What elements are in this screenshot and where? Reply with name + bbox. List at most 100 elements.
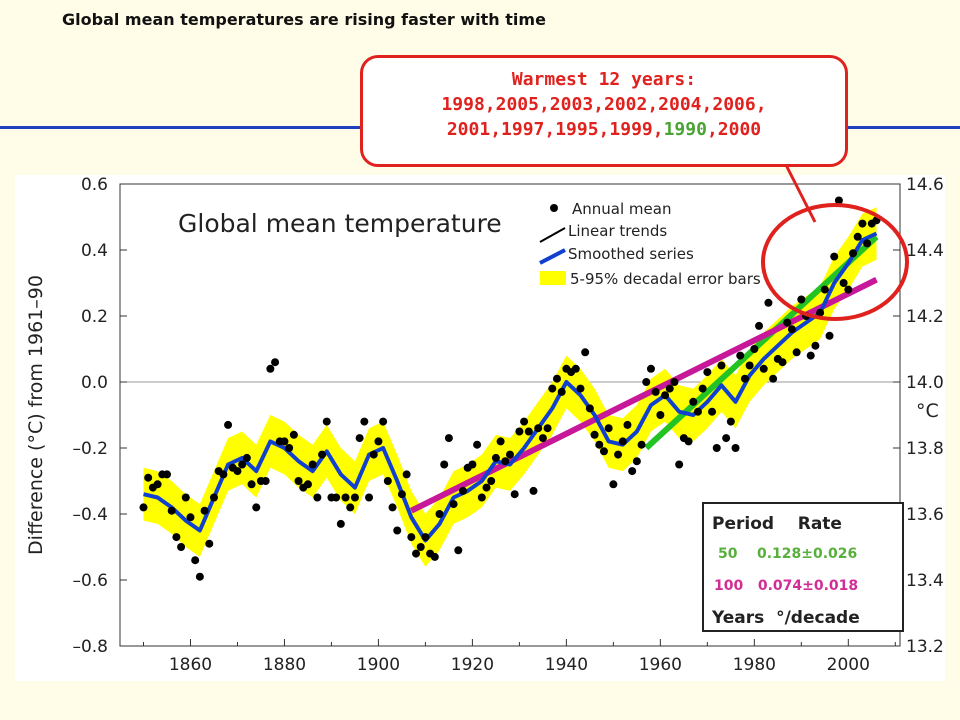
annual-mean-point [195, 572, 204, 581]
callout-line-1: Warmest 12 years: [511, 69, 697, 90]
annual-mean-point [440, 460, 449, 469]
right-tick-label: 14.0 [906, 373, 944, 393]
annual-mean-point [609, 480, 618, 489]
rate-row-100: 100 0.074±0.018 [714, 578, 859, 594]
annual-mean-point [139, 503, 148, 512]
annual-mean-point [360, 417, 369, 426]
annual-mean-point [318, 450, 327, 459]
x-tick-label: 1860 [169, 655, 212, 675]
annual-mean-point [341, 493, 350, 502]
annual-mean-point [628, 467, 637, 476]
error-band [143, 207, 877, 567]
y-tick-label: 0.6 [81, 175, 108, 195]
annual-mean-point [473, 440, 482, 449]
annual-mean-point [153, 480, 162, 489]
annual-mean-point [689, 397, 698, 406]
annual-mean-point [350, 493, 359, 502]
annual-mean-point [656, 411, 665, 419]
right-axis-label: °C [916, 400, 939, 422]
annual-mean-point [506, 450, 514, 459]
annual-mean-point [642, 378, 651, 386]
annual-mean-point [200, 506, 209, 515]
right-tick-label: 13.8 [906, 439, 944, 459]
annual-mean-point [576, 384, 585, 393]
chart-title: Global mean temperature [178, 209, 502, 238]
annual-mean-point [247, 480, 256, 489]
annual-mean-point [524, 427, 533, 436]
annual-mean-point [271, 358, 280, 367]
annual-mean-point [726, 417, 735, 426]
annual-mean-point [858, 219, 867, 228]
annual-mean-point [830, 252, 839, 261]
annual-mean-point [510, 490, 519, 499]
legend-linear-trends-label: Linear trends [568, 222, 667, 240]
annual-mean-point [224, 420, 233, 429]
annual-mean-point [167, 506, 176, 515]
annual-mean-point [468, 460, 477, 469]
annual-mean-point [294, 477, 303, 485]
annual-mean-point [585, 404, 594, 413]
annual-mean-point [834, 196, 843, 205]
annual-mean-point [529, 486, 538, 495]
annual-mean-point [421, 533, 430, 542]
y-tick-label: –0.6 [72, 571, 108, 591]
annual-mean-point [670, 378, 679, 386]
annual-mean-point [769, 374, 778, 383]
annual-mean-point [816, 308, 825, 317]
annual-mean-point [731, 444, 740, 452]
annual-mean-point [736, 351, 745, 360]
annual-mean-point [839, 279, 848, 287]
annual-mean-point [444, 434, 453, 443]
annual-mean-point [661, 391, 670, 400]
annual-mean-point [792, 348, 801, 357]
legend-annual-mean-label: Annual mean [572, 200, 671, 218]
annual-mean-point [379, 417, 388, 426]
annual-mean-point [755, 321, 764, 330]
y-tick-label: 0.2 [81, 307, 108, 327]
annual-mean-point [233, 467, 242, 476]
annual-mean-point [675, 460, 684, 469]
annual-mean-point [849, 249, 858, 258]
annual-mean-point [872, 216, 881, 225]
annual-mean-point [665, 384, 674, 393]
legend-smoothed-marker [539, 248, 566, 265]
right-tick-label: 14.4 [906, 241, 944, 261]
y-tick-label: –0.8 [72, 637, 108, 657]
annual-mean-point [459, 486, 468, 495]
annual-mean-point [285, 444, 294, 452]
annual-mean-point [191, 556, 200, 565]
annual-mean-point [820, 285, 829, 294]
annual-mean-point [219, 470, 228, 479]
annual-mean-point [449, 500, 458, 509]
annual-mean-point [322, 417, 331, 426]
annual-mean-point [783, 318, 792, 327]
x-tick-label: 1940 [545, 655, 588, 675]
annual-mean-point [778, 358, 787, 367]
y-tick-label: –0.2 [72, 439, 108, 459]
annual-mean-point [303, 480, 312, 489]
x-tick-label: 1900 [357, 655, 400, 675]
annual-mean-point [548, 384, 557, 393]
annual-mean-point [703, 368, 712, 377]
annual-mean-point [346, 503, 355, 512]
annual-mean-point [844, 285, 853, 294]
callout-line-2: 1998,2005,2003,2002,2004,2006, [441, 94, 767, 115]
slide-title: Global mean temperatures are rising fast… [62, 10, 546, 29]
y-tick-label: 0.0 [81, 373, 108, 393]
annual-mean-point [491, 453, 500, 462]
annual-mean-point [355, 434, 364, 443]
annual-mean-point [186, 513, 195, 522]
annual-mean-point [313, 493, 322, 502]
annual-mean-point [266, 364, 275, 373]
rate-row-50: 50 0.128±0.026 [718, 546, 858, 562]
annual-mean-point [698, 384, 707, 393]
annual-mean-point [416, 543, 425, 551]
x-tick-label: 1920 [451, 655, 494, 675]
annual-mean-point [693, 407, 702, 416]
annual-mean-point [557, 387, 566, 396]
annual-mean-point [261, 477, 270, 485]
annual-mean-point [618, 437, 627, 446]
annual-mean-point [177, 543, 186, 551]
annual-mean-point [787, 325, 796, 334]
annual-mean-point [402, 470, 411, 479]
